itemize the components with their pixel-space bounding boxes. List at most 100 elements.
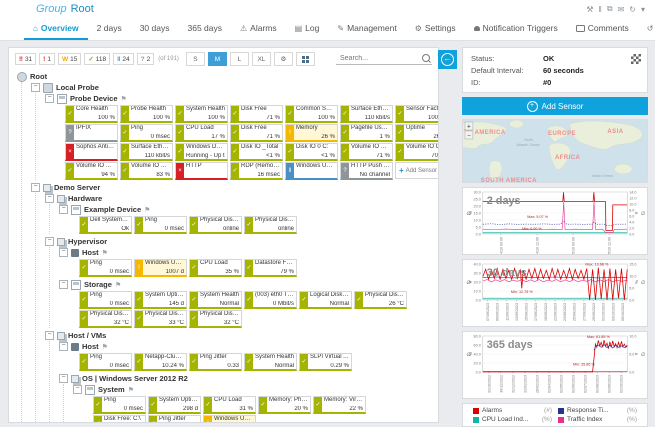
- sensor-tile-volume-io-c[interactable]: ✓Volume IO C:70 %: [395, 143, 439, 161]
- collapse-toggle[interactable]: −: [59, 205, 68, 214]
- collapse-toggle[interactable]: −: [59, 342, 68, 351]
- search-icon[interactable]: [422, 54, 430, 62]
- sensor-tile-volume-io-har[interactable]: ✓Volume IO Har...83 %: [120, 162, 173, 180]
- status-filter-badge[interactable]: ‼31: [15, 53, 36, 65]
- legend-item-alarms[interactable]: Alarms(#): [473, 407, 552, 414]
- sensor-tile-common-saas[interactable]: ✓Common SaaS...100 %: [285, 105, 338, 123]
- caret-down-icon[interactable]: ▾: [641, 5, 645, 14]
- tab-overview[interactable]: ⌂Overview: [24, 18, 88, 40]
- collapse-toggle[interactable]: −: [73, 385, 82, 394]
- tree-node-host[interactable]: −Host⚑: [59, 247, 438, 258]
- refresh-icon[interactable]: ↻: [629, 5, 636, 14]
- size-button-l[interactable]: L: [230, 52, 249, 66]
- collapse-right-panel-button[interactable]: ←: [438, 50, 457, 69]
- collapse-toggle[interactable]: −: [45, 94, 54, 103]
- tree-node-example-device[interactable]: −Example Device⚑: [59, 204, 438, 215]
- collapse-toggle[interactable]: −: [45, 331, 54, 340]
- sensor-tile-physical-disk[interactable]: ✓Physical Disk: ...26 °C: [354, 291, 407, 309]
- sensor-tile-surface-ethern[interactable]: ✓Surface Ethern...110 kbit/s: [340, 105, 393, 123]
- add-sensor-button[interactable]: + Add Sensor: [462, 97, 648, 115]
- sensor-tile-netapp-cluster[interactable]: ✓Netapp-Cluster...10.24 %: [134, 353, 187, 371]
- sensor-tile-disk-io-0-c[interactable]: ✓Disk IO 0 C:<1 %: [285, 143, 338, 161]
- sensor-tile-windows-defe[interactable]: ✓Windows Defe...Running - Up to D...: [175, 143, 228, 161]
- sensor-tile-volume-io-har[interactable]: ✓Volume IO Har...94 %: [65, 162, 118, 180]
- sensor-tile-disk-io-total[interactable]: ✓Disk IO _Total<1 %: [230, 143, 283, 161]
- status-filter-badge[interactable]: ✓118: [84, 53, 110, 65]
- mail-icon[interactable]: ✉: [618, 5, 625, 14]
- view-grid-button[interactable]: [296, 52, 315, 66]
- sensor-tile-logical-disk-v[interactable]: ✓Logical Disk: V...Normal: [299, 291, 352, 309]
- tab-365-days[interactable]: 365 days: [178, 18, 231, 40]
- sensor-tile-sensor-factory[interactable]: ✓Sensor Factory100 %: [395, 105, 439, 123]
- percentile-toggle-right[interactable]: ∅: [641, 211, 645, 217]
- percentile-toggle-right[interactable]: ∅: [641, 280, 645, 286]
- sensor-tile-slpi-virtual-a[interactable]: ✓SLPI Virtual A...0.29 %: [299, 353, 352, 371]
- tab-2-days[interactable]: 2 days: [88, 18, 131, 40]
- percentile-toggle-right[interactable]: ∅: [641, 352, 645, 358]
- sensor-tile-surface-ethern[interactable]: ✓Surface Ethern...110 kbit/s: [120, 143, 173, 161]
- sensor-tile-memory-physi[interactable]: ✓Memory: Physi...20 %: [258, 396, 311, 414]
- sensor-tile-physical-disk[interactable]: ✓Physical Disk: ...33 °C: [134, 310, 187, 328]
- wrench-icon[interactable]: ⚒: [586, 5, 593, 14]
- sensor-tile-windows-upda[interactable]: !Windows Upda...1007 d: [134, 259, 187, 277]
- sensor-tile-003-eth0-traf[interactable]: ✓(003) eth0 Traf...0 Mbit/s: [244, 291, 297, 309]
- sensor-tile-dell-system-he[interactable]: ✓Dell System He...Ok: [79, 216, 132, 234]
- tab-alarms[interactable]: ⚠Alarms: [231, 18, 286, 40]
- collapse-toggle[interactable]: −: [59, 374, 68, 383]
- sensor-tile-ipfix[interactable]: ?IPFIX: [65, 124, 118, 142]
- sensor-tile-physical-disk-0[interactable]: ✓Physical Disk 0...online: [189, 216, 242, 234]
- sensor-tile-http-push-da[interactable]: ?HTTP Push Da...No channel: [340, 162, 393, 180]
- size-button-xl[interactable]: XL: [252, 52, 271, 66]
- size-button-m[interactable]: M: [208, 52, 227, 66]
- search-input[interactable]: [338, 54, 416, 63]
- tree-node-storage[interactable]: −Storage⚑: [59, 279, 438, 290]
- sensor-tile-http[interactable]: ×HTTP: [175, 162, 228, 180]
- tree-node-local-probe[interactable]: −Local Probe: [31, 82, 438, 93]
- tab-30-days[interactable]: 30 days: [131, 18, 179, 40]
- tree-node-root[interactable]: Root: [17, 71, 438, 82]
- size-button-s[interactable]: S: [186, 52, 205, 66]
- sensor-tile-physical-disk[interactable]: ✓Physical Disk: ...32 °C: [79, 310, 132, 328]
- sensor-tile-rdp-remote[interactable]: ✓RDP (Remote ...16 msec: [230, 162, 283, 180]
- sensor-tile-uptime[interactable]: ✓Uptime26 d: [395, 124, 439, 142]
- add-sensor-tile[interactable]: +Add Sensor: [395, 162, 439, 179]
- tab-history[interactable]: ↺History: [638, 18, 655, 40]
- tree-settings-button[interactable]: ⚙: [274, 52, 293, 66]
- sensor-tile-windows-upda[interactable]: ‖Windows Upda...: [285, 162, 338, 180]
- tree-node-host[interactable]: −Host⚑: [59, 341, 438, 352]
- tree-node-demo-server[interactable]: −Demo Server: [31, 182, 438, 193]
- status-filter-badge[interactable]: ‖24: [113, 53, 133, 65]
- sensor-tile-sophos-anti-vi[interactable]: ×Sophos Anti-Vi...: [65, 143, 118, 161]
- status-filter-badge[interactable]: !1: [39, 53, 55, 65]
- report-icon[interactable]: ⧉: [607, 4, 613, 14]
- tree-node-host-vms[interactable]: −Host / VMs: [45, 330, 438, 341]
- sensor-tile-physical-disk-0[interactable]: ✓Physical Disk 0...online: [244, 216, 297, 234]
- tab-management[interactable]: ✎Management: [328, 18, 405, 40]
- collapse-toggle[interactable]: −: [59, 280, 68, 289]
- status-filter-badge[interactable]: ?2: [137, 53, 155, 65]
- collapse-toggle[interactable]: −: [31, 83, 40, 92]
- tab-notification-triggers[interactable]: Notification Triggers: [465, 18, 567, 40]
